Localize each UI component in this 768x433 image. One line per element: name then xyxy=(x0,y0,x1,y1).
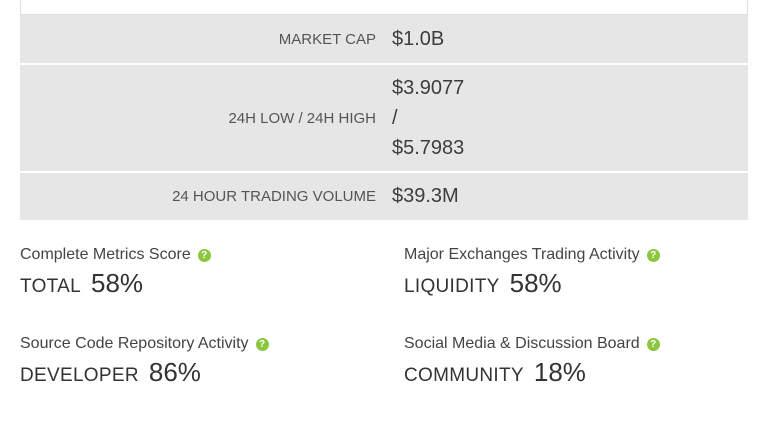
developer-score-percent: 86% xyxy=(148,357,201,387)
developer-score-name: DEVELOPER xyxy=(20,365,139,386)
liquidity-score-title-text: Major Exchanges Trading Activity xyxy=(404,246,640,263)
high-value: $5.7983 xyxy=(392,137,465,159)
market-cap-value: $1.0B xyxy=(392,27,445,50)
question-icon[interactable]: ? xyxy=(197,248,211,262)
developer-score: Source Code Repository Activity ? DEVELO… xyxy=(20,333,380,388)
low-value: $3.9077 xyxy=(392,77,465,99)
market-cap-row: MARKET CAP $1.0B xyxy=(20,15,748,65)
total-score-name: TOTAL xyxy=(20,276,81,297)
liquidity-score: Major Exchanges Trading Activity ? LIQUI… xyxy=(404,244,764,299)
liquidity-score-title: Major Exchanges Trading Activity ? xyxy=(404,244,764,266)
total-score-metric: TOTAL 58% xyxy=(20,268,380,299)
question-icon[interactable]: ? xyxy=(646,337,660,351)
stats-top-border xyxy=(20,0,748,15)
coin-stats-table: MARKET CAP $1.0B 24H LOW / 24H HIGH $3.9… xyxy=(20,0,748,220)
developer-score-title-text: Source Code Repository Activity xyxy=(20,335,249,352)
total-score: Complete Metrics Score ? TOTAL 58% xyxy=(20,244,380,299)
low-high-separator: / xyxy=(392,107,398,129)
community-score: Social Media & Discussion Board ? COMMUN… xyxy=(404,333,764,388)
community-score-percent: 18% xyxy=(533,357,586,387)
question-icon[interactable]: ? xyxy=(646,248,660,262)
total-score-title: Complete Metrics Score ? xyxy=(20,244,380,266)
community-score-title-text: Social Media & Discussion Board xyxy=(404,335,640,352)
total-score-percent: 58% xyxy=(90,268,144,298)
low-high-label: 24H LOW / 24H HIGH xyxy=(228,109,376,127)
low-high-value: $3.9077 / $5.7983 xyxy=(392,65,464,171)
volume-row: 24 HOUR TRADING VOLUME $39.3M xyxy=(20,173,748,220)
liquidity-score-name: LIQUIDITY xyxy=(404,276,500,297)
developer-score-metric: DEVELOPER 86% xyxy=(20,357,380,388)
market-cap-label: MARKET CAP xyxy=(278,30,376,48)
low-high-row: 24H LOW / 24H HIGH $3.9077 / $5.7983 xyxy=(20,65,748,173)
total-score-title-text: Complete Metrics Score xyxy=(20,246,191,263)
developer-score-title: Source Code Repository Activity ? xyxy=(20,333,380,355)
community-score-title: Social Media & Discussion Board ? xyxy=(404,333,764,355)
liquidity-score-percent: 58% xyxy=(509,268,562,298)
liquidity-score-metric: LIQUIDITY 58% xyxy=(404,268,764,299)
community-score-metric: COMMUNITY 18% xyxy=(404,357,764,388)
question-icon[interactable]: ? xyxy=(255,337,269,351)
volume-label: 24 HOUR TRADING VOLUME xyxy=(172,188,376,205)
volume-value: $39.3M xyxy=(392,185,459,207)
community-score-name: COMMUNITY xyxy=(404,365,524,386)
